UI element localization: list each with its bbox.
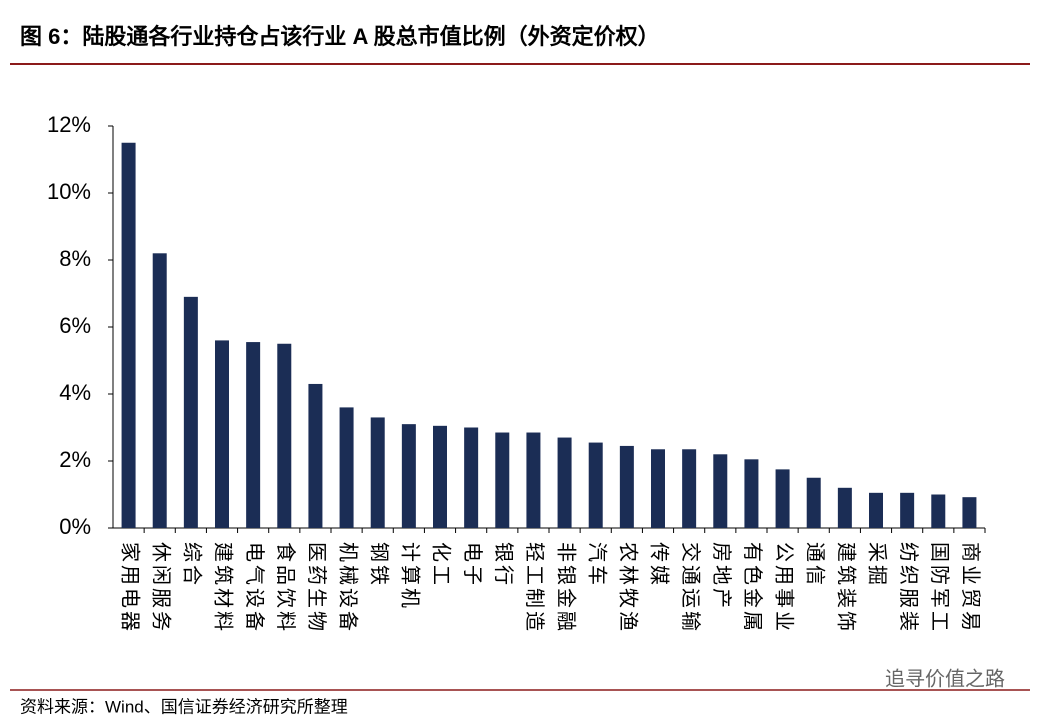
bar — [806, 477, 821, 528]
x-tick-label: 农林牧渔 — [617, 542, 640, 634]
x-tick-label: 休闲服务 — [149, 542, 172, 634]
x-tick-label: 建筑材料 — [212, 542, 235, 634]
x-tick-label: 计算机 — [399, 542, 422, 611]
bar — [713, 454, 728, 528]
x-tick-label: 建筑装饰 — [835, 542, 858, 634]
bar — [308, 383, 323, 528]
x-tick-label: 商业贸易 — [959, 542, 982, 634]
watermark: 追寻价值之路 — [885, 667, 1005, 690]
x-tick-label: 纺织服装 — [897, 542, 920, 634]
x-tick-label: 电气设备 — [243, 542, 266, 634]
bar — [775, 469, 790, 528]
x-tick-label: 轻工制造 — [523, 542, 546, 634]
bar — [588, 442, 603, 528]
x-tick-label: 房地产 — [710, 542, 733, 611]
x-tick-label: 钢铁 — [367, 542, 390, 588]
bar — [495, 432, 510, 528]
chart-title: 图 6：陆股通各行业持仓占该行业 A 股总市值比例（外资定价权） — [20, 24, 660, 49]
x-tick-label: 家用电器 — [118, 542, 141, 634]
bar — [682, 449, 697, 528]
source-note: 资料来源：Wind、国信证券经济研究所整理 — [20, 697, 348, 716]
bar — [246, 342, 261, 528]
x-tick-label: 交通运输 — [679, 542, 702, 634]
x-tick-label: 通信 — [803, 542, 826, 588]
bar — [464, 427, 479, 528]
x-tick-label: 机械设备 — [336, 542, 359, 634]
x-tick-label: 银行 — [492, 542, 515, 588]
x-tick-label: 化工 — [430, 542, 453, 588]
bar — [121, 142, 136, 528]
bar — [837, 487, 852, 528]
x-tick-label: 有色金属 — [741, 542, 764, 634]
y-tick-label: 10% — [47, 179, 91, 204]
bar — [215, 340, 229, 528]
x-tick-label: 医药生物 — [305, 542, 328, 634]
bar — [651, 449, 665, 528]
y-tick-label: 8% — [59, 246, 91, 271]
bar — [370, 417, 385, 528]
bar — [900, 492, 915, 528]
bar — [401, 424, 416, 528]
bar — [433, 425, 447, 528]
bar — [931, 494, 946, 528]
bar — [869, 492, 883, 528]
x-tick-label: 电子 — [461, 542, 484, 588]
bar — [183, 296, 198, 528]
x-tick-label: 食品饮料 — [274, 542, 297, 634]
x-tick-label: 汽车 — [585, 542, 608, 588]
y-tick-label: 6% — [59, 313, 91, 338]
y-tick-label: 12% — [47, 112, 91, 137]
bar — [277, 343, 292, 528]
y-tick-label: 2% — [59, 447, 91, 472]
bar — [339, 407, 354, 528]
bar — [557, 437, 572, 528]
bar — [619, 445, 634, 528]
bar — [152, 253, 167, 529]
x-tick-label: 公用事业 — [772, 542, 795, 634]
bar — [962, 497, 977, 528]
x-tick-label: 传媒 — [648, 542, 671, 588]
x-tick-label: 综合 — [181, 542, 204, 588]
x-tick-label: 采掘 — [866, 542, 889, 588]
bar — [744, 459, 759, 528]
x-tick-label: 非银金融 — [554, 542, 577, 634]
x-tick-label: 国防军工 — [928, 542, 951, 634]
y-tick-label: 4% — [59, 380, 91, 405]
y-tick-label: 0% — [59, 514, 91, 539]
bar — [526, 432, 541, 528]
